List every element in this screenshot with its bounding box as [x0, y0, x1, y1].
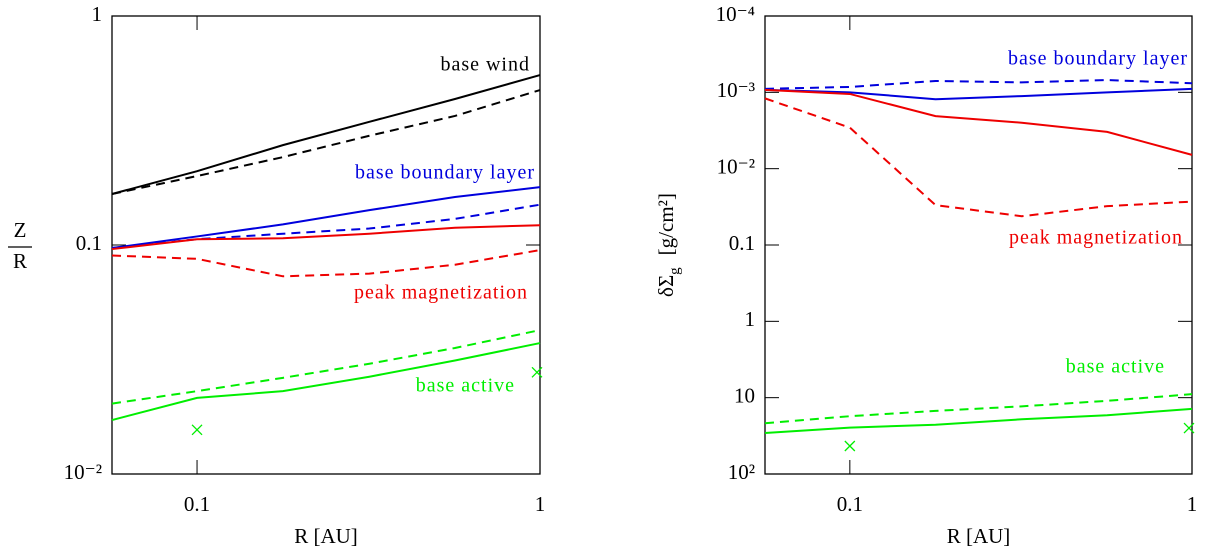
series-line	[764, 79, 1193, 90]
annotation: base boundary layer	[355, 162, 535, 184]
y-tick-label: 1	[745, 307, 756, 331]
series-line	[111, 224, 541, 251]
series-line	[111, 203, 541, 250]
x-marker	[191, 424, 203, 436]
annotation: base active	[416, 375, 515, 397]
x-marker	[531, 366, 543, 378]
series-line	[764, 393, 1193, 425]
annotation: peak magnetization	[354, 282, 528, 304]
y-label-numerator: Z	[14, 218, 27, 242]
y-tick-label: 10⁻²	[64, 460, 102, 484]
series-line	[111, 342, 541, 422]
x-marker	[844, 440, 856, 452]
annotation: base wind	[440, 54, 530, 76]
series-line	[764, 87, 1193, 101]
annotation: base active	[1066, 356, 1165, 378]
series-line	[111, 89, 541, 195]
y-tick-label: 0.1	[729, 231, 755, 255]
y-label: δΣg [g/cm²]	[654, 193, 684, 297]
series-line	[764, 407, 1193, 434]
annotation: peak magnetization	[1009, 227, 1183, 249]
y-label-main: δΣ	[654, 275, 678, 297]
series-line	[111, 329, 541, 405]
y-tick-label: 10⁻³	[717, 78, 755, 102]
x-marker	[1183, 422, 1195, 434]
x-tick-label: 1	[1187, 492, 1198, 516]
y-tick-label: 1	[92, 2, 103, 26]
y-label-denominator: R	[13, 249, 27, 273]
x-label: R [AU]	[294, 524, 358, 548]
series-line	[764, 88, 1193, 156]
x-tick-label: 0.1	[184, 492, 210, 516]
series-line	[111, 249, 541, 278]
y-label-sub: g	[667, 267, 683, 275]
y-tick-label: 10	[734, 383, 755, 407]
x-label: R [AU]	[947, 524, 1011, 548]
x-tick-label: 0.1	[837, 492, 863, 516]
y-tick-label: 0.1	[76, 231, 102, 255]
x-tick-label: 1	[535, 492, 546, 516]
series-line	[764, 97, 1193, 218]
y-label-unit: [g/cm²]	[654, 193, 678, 255]
series-line	[111, 74, 541, 195]
plot-frame	[111, 15, 541, 475]
annotation: base boundary layer	[1008, 48, 1188, 70]
y-tick-label: 10²	[728, 460, 755, 484]
series-line	[111, 186, 541, 250]
y-tick-label: 10⁻⁴	[716, 2, 755, 26]
y-tick-label: 10⁻²	[717, 154, 755, 178]
